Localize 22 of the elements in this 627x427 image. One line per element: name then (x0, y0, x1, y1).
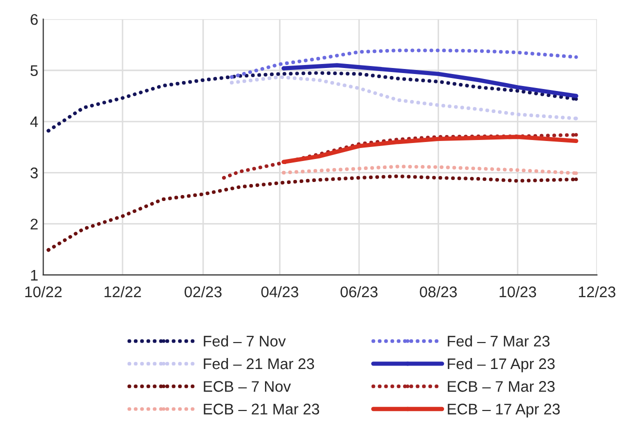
x-tick-label: 02/23 (184, 286, 222, 298)
legend-label: Fed – 17 Apr 23 (448, 358, 555, 372)
legend-label: Fed – 21 Mar 23 (204, 358, 314, 370)
legend-label: ECB – 7 Nov (204, 381, 291, 392)
y-tick-label: 2 (30, 218, 38, 230)
legend-label: ECB – 7 Mar 23 (448, 381, 555, 392)
legend-label: Fed – 7 Nov (204, 335, 286, 347)
legend-label: ECB – 17 Apr 23 (448, 404, 560, 418)
y-tick-label: 4 (30, 116, 38, 128)
y-tick-label: 5 (30, 65, 38, 76)
legend-label: Fed – 7 Mar 23 (448, 335, 550, 347)
y-tick-label: 1 (31, 270, 38, 281)
x-tick-label: 04/23 (261, 286, 298, 298)
legend-label: ECB – 21 Mar 23 (204, 404, 320, 414)
x-tick-label: 12/22 (104, 286, 141, 298)
x-tick-label: 12/23 (578, 286, 616, 298)
x-tick-label: 08/23 (420, 286, 457, 298)
y-tick-label: 6 (30, 14, 38, 25)
y-tick-label: 3 (30, 168, 38, 178)
x-tick-label: 10/23 (500, 286, 536, 298)
x-tick-label: 06/23 (340, 286, 378, 298)
x-tick-label: 10/22 (25, 286, 62, 298)
